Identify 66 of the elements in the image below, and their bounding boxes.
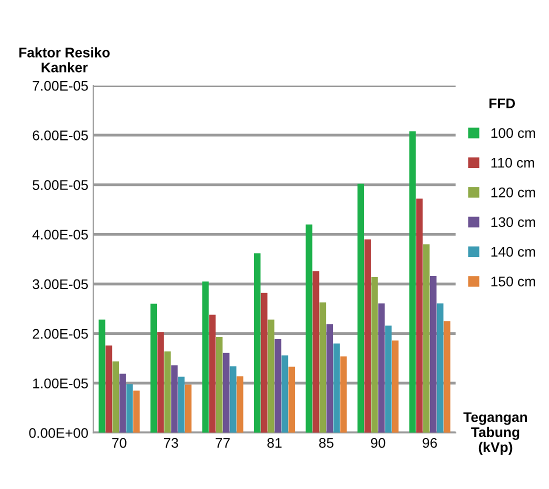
bar <box>326 324 333 433</box>
bar <box>254 253 261 433</box>
bar <box>444 321 450 433</box>
bar <box>260 292 268 433</box>
x-tick-label: 85 <box>319 438 334 448</box>
y-tick-label: 1.00E-05 <box>33 378 88 388</box>
bar <box>202 281 209 433</box>
bar <box>106 345 112 433</box>
bar <box>423 244 430 433</box>
bar <box>378 303 385 433</box>
y-tick-label: 6.00E-05 <box>32 130 88 140</box>
y-tick-label: 7.00E-05 <box>32 80 88 91</box>
x-tick-label: 73 <box>164 438 178 448</box>
bar <box>392 340 399 433</box>
bar <box>340 356 347 433</box>
bar <box>216 337 223 433</box>
legend-label: 150 cm <box>491 276 536 286</box>
legend-label: 120 cm <box>491 188 536 198</box>
bar <box>288 366 296 433</box>
x-tick-label: 96 <box>422 438 437 448</box>
bar <box>209 314 216 433</box>
y-axis-title: Faktor Resiko Kanker <box>19 47 110 72</box>
bar <box>222 352 230 433</box>
bar <box>98 320 106 433</box>
bar <box>333 343 340 433</box>
bar <box>371 277 378 433</box>
bar <box>236 376 244 433</box>
bar <box>357 184 364 433</box>
x-axis-title: Tegangan Tabung (kVp) <box>463 412 527 455</box>
bar <box>306 224 312 433</box>
y-tick-label: 3.00E-05 <box>32 279 88 290</box>
bar <box>178 376 185 433</box>
bar <box>171 365 178 433</box>
bar <box>164 351 171 433</box>
bar <box>436 303 444 433</box>
legend-label: 130 cm <box>491 217 536 228</box>
bar <box>268 320 274 433</box>
bar <box>416 198 423 433</box>
bar <box>230 366 236 433</box>
legend-label: 110 cm <box>491 158 534 168</box>
y-tick-label: 4.00E-05 <box>32 230 88 240</box>
bar <box>320 302 326 433</box>
bar <box>282 355 288 433</box>
x-tick-label: 77 <box>216 438 230 448</box>
bar <box>312 271 320 433</box>
bar <box>112 361 120 433</box>
y-tick-label: 0.00E+00 <box>29 428 88 438</box>
bar <box>385 326 392 433</box>
legend-title: FFD <box>489 98 515 108</box>
bar <box>274 339 282 433</box>
legend-label: 140 cm <box>491 246 536 257</box>
bar <box>157 332 164 433</box>
legend-label: 100 cm <box>491 128 536 138</box>
x-tick-label: 90 <box>370 438 386 448</box>
bar <box>409 131 416 433</box>
x-tick-label: 81 <box>267 438 282 448</box>
y-tick-label: 2.00E-05 <box>32 328 88 339</box>
bar <box>184 384 192 433</box>
bar <box>119 374 126 433</box>
bar <box>364 239 371 433</box>
bar <box>150 304 157 433</box>
bar <box>126 384 133 433</box>
bar <box>133 390 140 433</box>
bar <box>430 276 437 433</box>
x-tick-label: 70 <box>112 438 126 448</box>
y-tick-label: 5.00E-05 <box>32 180 88 190</box>
